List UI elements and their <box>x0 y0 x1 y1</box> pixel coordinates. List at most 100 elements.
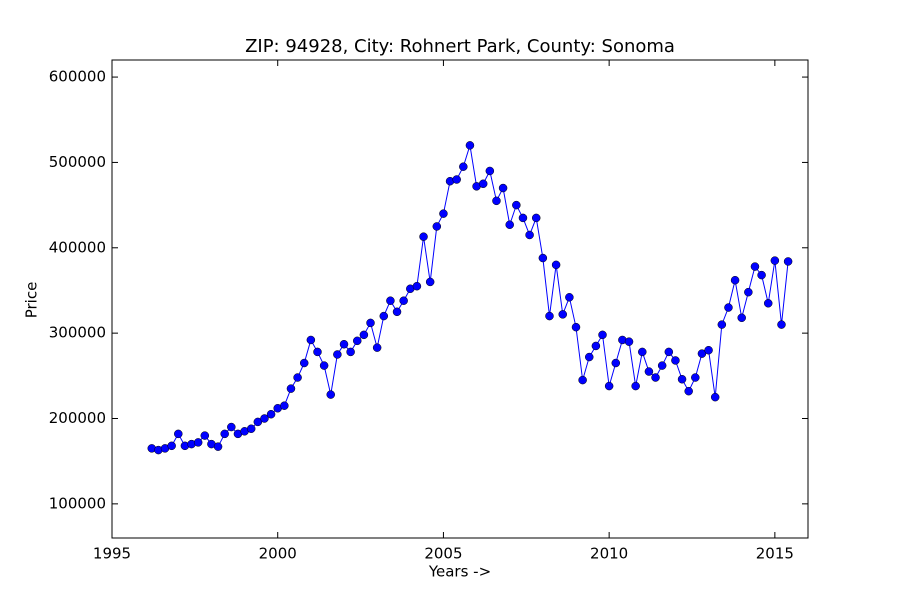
price-point <box>293 373 302 382</box>
price-point <box>531 213 541 223</box>
price-point <box>366 318 375 328</box>
price-point <box>704 345 713 355</box>
price-point <box>200 431 210 440</box>
price-point <box>498 183 508 193</box>
y-tick-label: 200000 <box>49 409 106 427</box>
price-point <box>770 256 780 265</box>
price-point <box>744 287 753 297</box>
price-point <box>372 343 382 352</box>
price-point <box>684 386 693 396</box>
price-point <box>465 141 475 150</box>
x-axis-label: Years -> <box>428 563 491 581</box>
price-point <box>280 401 289 410</box>
chart-title: ZIP: 94928, City: Rohnert Park, County: … <box>245 36 675 57</box>
y-tick-label: 400000 <box>49 238 106 256</box>
price-point <box>412 281 422 291</box>
price-point <box>671 356 680 365</box>
price-point <box>638 347 647 357</box>
price-point <box>571 322 581 332</box>
price-point <box>710 392 720 402</box>
price-point <box>545 311 554 321</box>
price-point <box>339 339 349 349</box>
price-point <box>253 417 263 427</box>
price-point <box>565 293 574 302</box>
price-point <box>386 296 395 305</box>
price-point <box>392 307 402 317</box>
price-point <box>174 429 183 439</box>
price-point <box>260 414 269 423</box>
y-tick-label: 500000 <box>49 153 106 171</box>
price-point <box>657 361 667 370</box>
x-tick-label: 2005 <box>424 545 462 563</box>
y-tick-label: 600000 <box>49 68 106 86</box>
price-point <box>750 262 760 271</box>
price-point <box>512 200 521 210</box>
price-point <box>631 381 640 391</box>
price-point <box>439 209 448 218</box>
price-point <box>598 330 607 340</box>
price-point <box>604 381 614 391</box>
price-point <box>525 230 534 240</box>
price-point <box>319 361 329 370</box>
price-point <box>651 373 660 382</box>
price-point <box>306 335 316 345</box>
price-point <box>558 310 567 319</box>
price-point <box>286 384 296 393</box>
price-point <box>518 213 528 223</box>
price-point <box>213 442 223 451</box>
price-point <box>677 374 687 384</box>
x-tick-label: 2000 <box>259 545 297 563</box>
price-point <box>220 429 229 439</box>
price-point <box>730 275 740 285</box>
price-point <box>379 311 389 321</box>
price-point <box>505 220 514 229</box>
price-point <box>299 358 309 368</box>
price-point <box>551 260 561 270</box>
x-tick-label: 2010 <box>590 545 628 563</box>
price-point <box>425 277 435 287</box>
price-point <box>227 422 236 432</box>
price-point <box>757 270 766 280</box>
price-point <box>697 349 707 358</box>
price-point <box>167 441 176 451</box>
plot-frame <box>111 59 809 539</box>
price-point <box>724 303 733 312</box>
price-point <box>492 196 501 206</box>
x-tick-label: 1995 <box>93 545 131 563</box>
price-point <box>644 367 654 376</box>
price-point <box>266 409 276 419</box>
price-point <box>193 438 203 447</box>
price-point <box>452 175 461 184</box>
price-point <box>432 222 442 231</box>
price-point <box>419 232 428 241</box>
y-axis-label: Price <box>23 282 41 319</box>
price-point <box>777 320 786 329</box>
price-point <box>611 358 621 368</box>
price-point <box>359 330 369 340</box>
x-tick-label: 2015 <box>756 545 794 563</box>
price-point <box>333 350 342 359</box>
price-point <box>691 373 700 382</box>
price-point <box>538 253 548 263</box>
price-point <box>346 347 355 357</box>
price-point <box>578 375 587 385</box>
y-tick-label: 100000 <box>49 494 106 512</box>
price-point <box>737 313 746 323</box>
price-point <box>763 299 773 308</box>
price-point <box>591 341 601 351</box>
price-point <box>399 296 408 305</box>
price-point <box>459 162 468 171</box>
y-tick-label: 300000 <box>49 324 106 342</box>
price-point <box>246 424 256 433</box>
price-point <box>624 337 634 346</box>
price-point <box>783 257 793 266</box>
price-point <box>585 352 594 362</box>
price-point <box>478 179 488 189</box>
price-point <box>326 390 335 399</box>
price-point <box>353 336 362 346</box>
price-point <box>485 166 495 176</box>
price-point <box>717 320 727 329</box>
price-point <box>313 347 322 357</box>
